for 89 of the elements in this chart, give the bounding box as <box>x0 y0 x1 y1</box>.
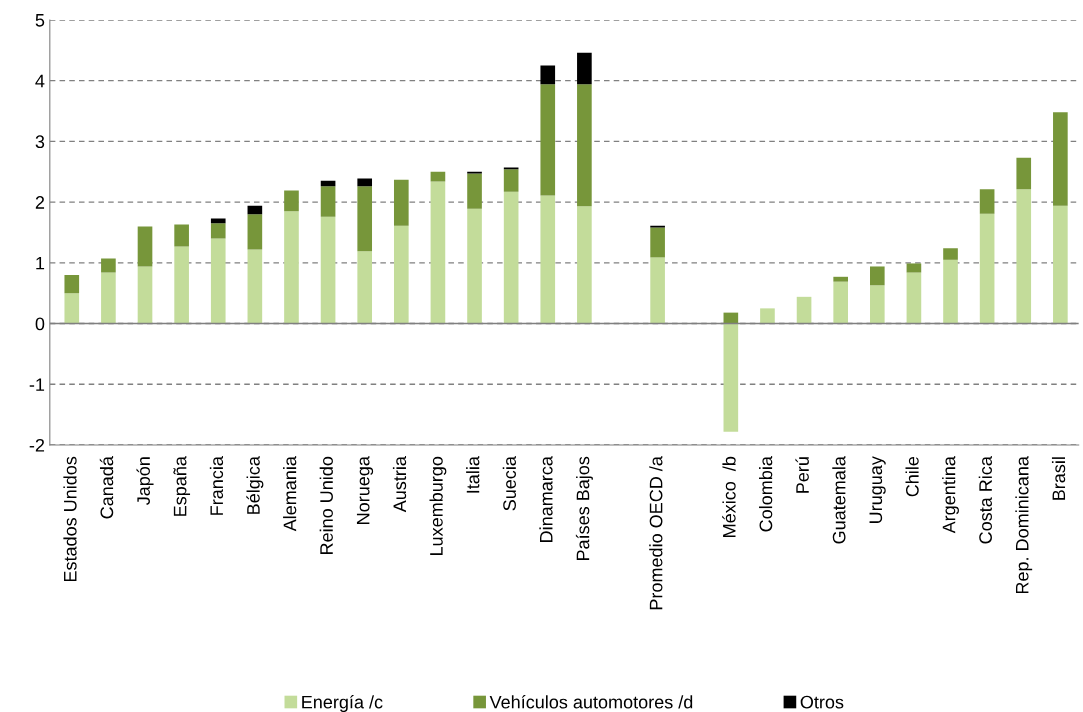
x-tick-label: Perú <box>795 457 809 493</box>
bar <box>101 272 116 324</box>
bar <box>1016 189 1032 324</box>
bar <box>833 281 848 324</box>
bar <box>64 293 80 324</box>
bar <box>467 173 482 209</box>
bar <box>943 259 958 324</box>
legend-label: Vehículos automotores /d <box>489 695 693 709</box>
x-tick-label: Colombia <box>759 456 773 532</box>
bar <box>393 179 409 226</box>
bar <box>760 308 775 324</box>
bar <box>540 195 556 324</box>
bar <box>869 266 885 286</box>
bar <box>137 226 153 267</box>
bar <box>247 249 263 324</box>
bar <box>1016 157 1032 190</box>
bar <box>64 274 80 294</box>
bar <box>540 84 556 196</box>
bar <box>357 251 373 324</box>
x-tick-label: Estados Unidos <box>63 456 77 582</box>
bar <box>284 190 299 212</box>
y-tick-label: 0 <box>35 317 45 331</box>
bar <box>943 248 958 260</box>
bar <box>796 296 812 324</box>
bar <box>833 276 848 282</box>
x-tick-label: Alemania <box>283 456 297 532</box>
legend-label: Energía /c <box>302 695 383 712</box>
bar <box>540 65 556 85</box>
bar <box>137 266 153 324</box>
y-tick-label: 5 <box>35 14 45 27</box>
bar <box>210 238 226 324</box>
bar <box>650 257 665 324</box>
x-tick-label: Austria <box>392 456 407 513</box>
bar <box>503 191 519 324</box>
bar <box>284 211 299 324</box>
y-tick-label: -2 <box>29 438 45 452</box>
bar <box>320 216 336 324</box>
bar <box>906 263 922 273</box>
x-tick-label: Países Bajos <box>575 456 593 561</box>
x-tick-label: Dinamarca <box>539 456 553 542</box>
x-tick-label: Brasil <box>1051 457 1066 500</box>
bar <box>174 246 189 324</box>
x-tick-label: Francia <box>209 456 224 515</box>
bar <box>430 181 446 324</box>
y-tick-label: 2 <box>35 196 45 209</box>
bar <box>1053 112 1068 206</box>
bar <box>247 214 263 250</box>
x-tick-label: España <box>173 456 191 516</box>
bar <box>503 169 519 192</box>
bar <box>577 84 592 207</box>
bar <box>906 272 922 324</box>
bar <box>467 208 482 324</box>
y-tick-label: 3 <box>35 135 45 149</box>
bar <box>357 178 373 187</box>
x-tick-label: Guatemala <box>832 456 846 544</box>
bar <box>979 213 995 324</box>
x-tick-label: México /b <box>722 456 736 537</box>
bar <box>723 323 739 432</box>
x-tick-label: Rep. Dominicana <box>1015 456 1033 594</box>
bar <box>979 189 995 214</box>
bar <box>357 186 373 252</box>
x-tick-label: Argentina <box>942 456 959 534</box>
bar <box>869 285 885 324</box>
y-tick-label: 1 <box>36 256 45 270</box>
x-tick-label: Luxemburgo <box>429 456 447 555</box>
y-tick-label: 4 <box>35 74 45 88</box>
bar <box>247 205 263 215</box>
x-tick-label: Reino Unido <box>319 456 333 554</box>
x-tick-label: Japón <box>136 457 154 506</box>
bar <box>101 258 116 273</box>
bar <box>210 223 226 239</box>
x-tick-label: Chile <box>905 456 919 497</box>
x-tick-label: Bélgica <box>246 456 264 514</box>
bar <box>393 225 409 324</box>
x-tick-label: Canadá <box>99 456 114 519</box>
x-tick-label: Suecia <box>502 456 516 511</box>
bar <box>1053 205 1068 324</box>
bar <box>577 206 592 324</box>
legend-label: Otros <box>800 695 844 709</box>
y-tick-label: -1 <box>29 378 45 391</box>
x-tick-label: Italia <box>466 456 480 493</box>
x-tick-label: Promedio OECD /a <box>649 456 663 610</box>
x-tick-label: Costa Rica <box>978 456 992 544</box>
bar <box>174 224 189 247</box>
bar <box>320 186 336 217</box>
bar <box>650 227 665 258</box>
x-tick-label: Noruega <box>356 456 374 524</box>
x-tick-label: Uruguay <box>869 456 886 523</box>
bar <box>577 52 592 85</box>
